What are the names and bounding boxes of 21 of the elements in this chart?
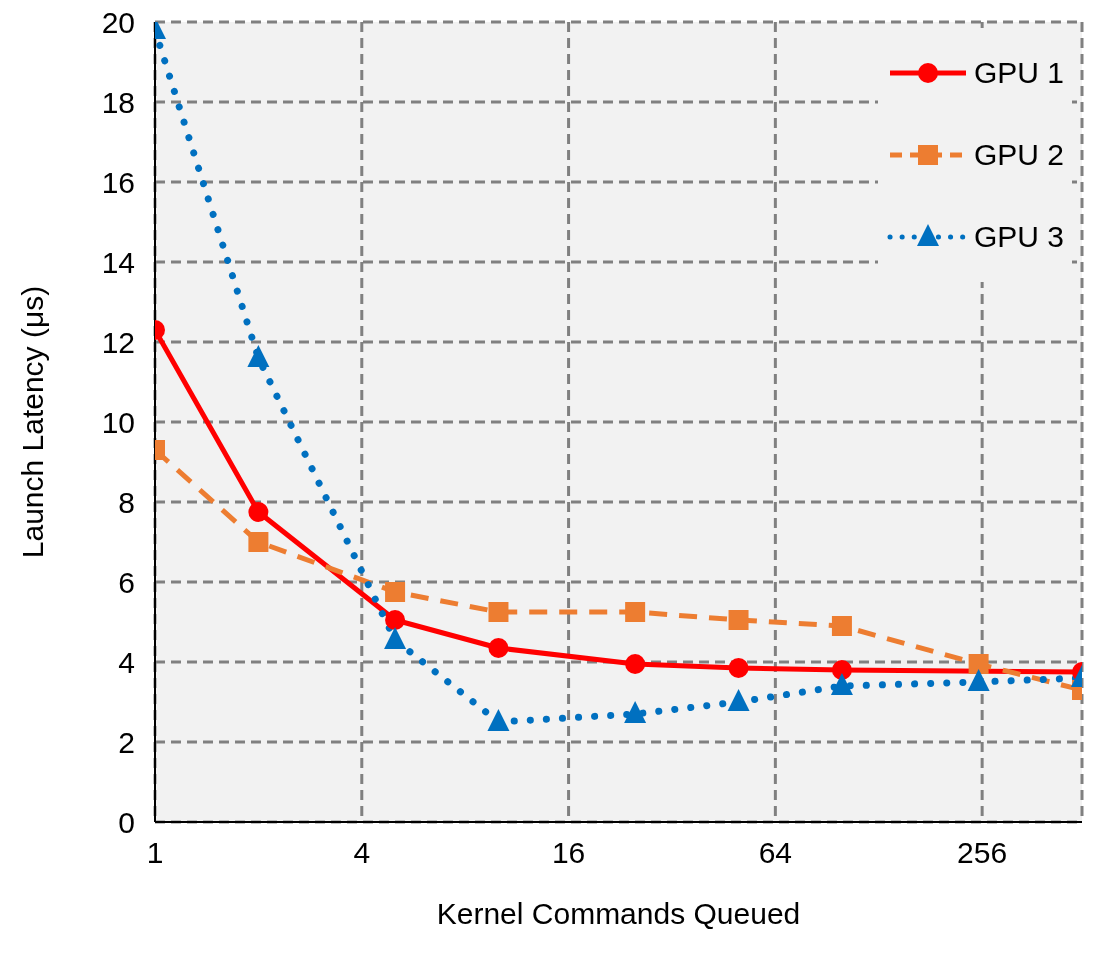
y-tick-label: 4 [118, 645, 135, 679]
legend-label: GPU 2 [973, 138, 1064, 172]
x-tick-label: 1 [146, 836, 164, 870]
y-tick-label: 18 [101, 85, 135, 119]
y-tick-label: 0 [118, 805, 135, 839]
x-tick-label: 4 [353, 836, 371, 870]
x-tick-label: 64 [758, 836, 793, 870]
y-axis-title: Launch Latency (μs) [15, 285, 49, 559]
y-tick-label: 14 [101, 245, 135, 279]
x-axis-title: Kernel Commands Queued [436, 897, 801, 930]
y-tick-label: 16 [101, 165, 135, 199]
y-tick-label: 20 [101, 5, 135, 39]
y-tick-label: 12 [101, 325, 135, 359]
y-tick-label: 10 [101, 405, 135, 439]
y-tick-label: 2 [118, 725, 135, 759]
legend-label: GPU 3 [973, 220, 1064, 254]
x-tick-label: 256 [957, 836, 1008, 870]
legend-label: GPU 1 [973, 56, 1064, 90]
x-tick-label: 16 [551, 836, 586, 870]
y-tick-label: 8 [118, 485, 135, 519]
y-tick-label: 6 [118, 565, 135, 599]
